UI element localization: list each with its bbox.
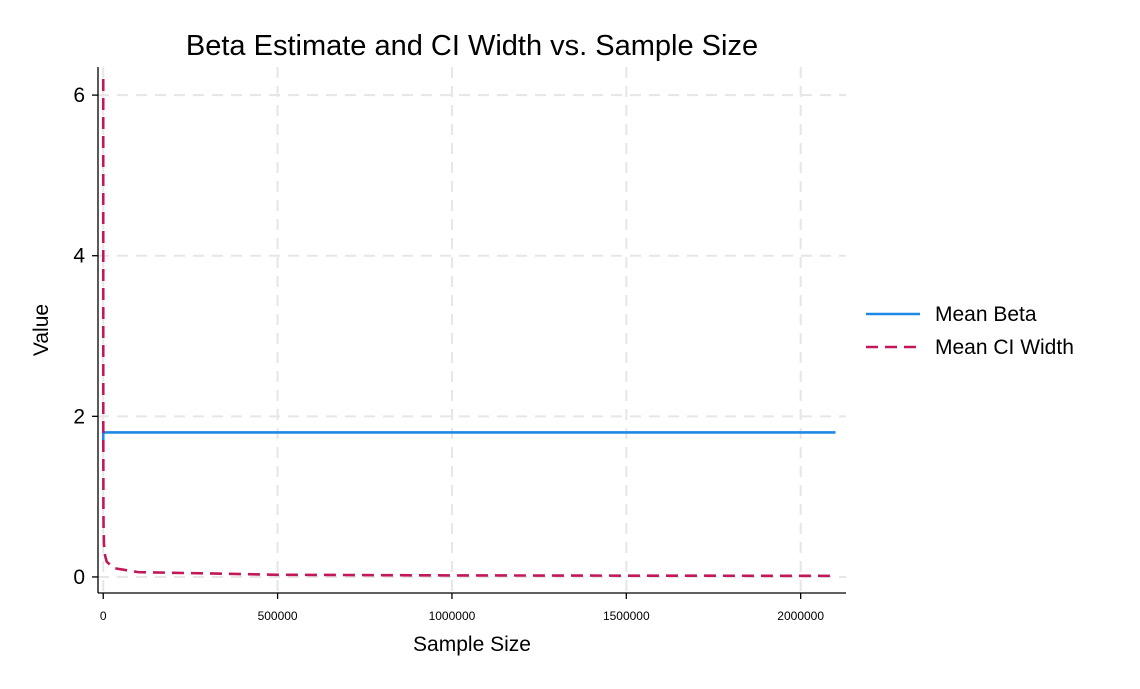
series-line-mean-beta	[101, 431, 836, 441]
y-tick-label: 0	[73, 566, 85, 589]
x-tick-label: 1000000	[429, 609, 476, 623]
x-tick-label: 2000000	[777, 609, 824, 623]
y-tick-label: 4	[73, 245, 85, 268]
y-axis-label: Value	[30, 304, 53, 356]
chart-title: Beta Estimate and CI Width vs. Sample Si…	[186, 30, 758, 62]
x-tick-label: 0	[100, 609, 107, 623]
series-line-mean-ci-width	[101, 79, 836, 578]
tick-labels: 0 500000 1000000 1500000 2000000 0 2 4 6	[73, 84, 824, 623]
legend: Mean Beta Mean CI Width	[866, 303, 1074, 359]
y-tick-label: 2	[73, 405, 85, 428]
grid-lines	[98, 67, 846, 593]
axes	[97, 67, 846, 594]
y-tick-label: 6	[73, 84, 85, 107]
x-tick-label: 500000	[258, 609, 298, 623]
x-tick-label: 1500000	[603, 609, 650, 623]
series-lines	[101, 79, 836, 578]
x-axis-label: Sample Size	[413, 633, 531, 656]
legend-label: Mean Beta	[935, 303, 1037, 326]
legend-label: Mean CI Width	[935, 336, 1074, 359]
